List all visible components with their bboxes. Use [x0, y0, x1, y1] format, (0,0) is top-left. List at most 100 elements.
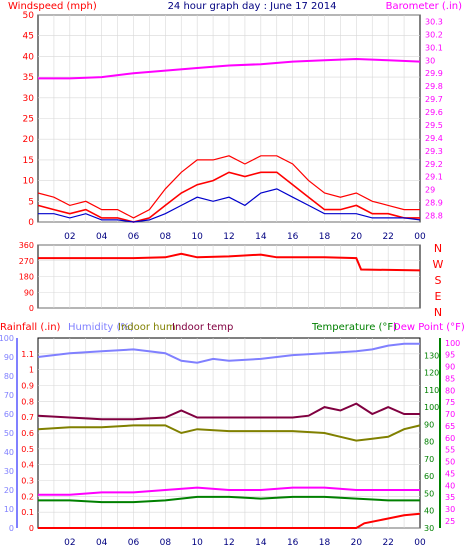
temperature-tick-label: 80	[424, 438, 434, 447]
dewpoint-tick-label: 30	[445, 505, 455, 514]
x-tick-label: 12	[223, 538, 234, 548]
x-tick-label: 04	[96, 538, 108, 548]
temperature-line	[38, 495, 420, 504]
windspeed-tick-label: 40	[23, 52, 35, 62]
temperature-tick-label: 40	[424, 507, 434, 516]
rainfall-tick-label: 0.9	[21, 382, 34, 391]
rainfall-tick-label: 0.4	[21, 461, 34, 470]
barometer-tick-label: 30.1	[425, 43, 443, 52]
rainfall-tick-label: 0.8	[21, 397, 34, 406]
legend-label: Indoor hum	[118, 322, 176, 333]
compass-label: S	[435, 274, 442, 287]
humidity-line	[37, 342, 420, 364]
temperature-tick-label: 130	[424, 351, 439, 360]
legend-label: Indoor temp	[172, 322, 233, 333]
dewpoint-tick-label: 75	[445, 398, 455, 407]
dewpoint-tick-label: 100	[445, 339, 460, 348]
temperature-tick-label: 50	[424, 489, 434, 498]
wind-baro-panel: 0 5 10 15 20 25 30 35 40 45 50 28.8 28.9 29 29.1 29.2 29…	[8, 1, 462, 242]
x-tick-label: 00	[414, 538, 426, 548]
humidity-tick-label: 30	[4, 467, 14, 476]
direction-tick-label: 180	[19, 273, 34, 282]
windspeed-tick-label: 25	[23, 115, 34, 125]
x-tick-label: 16	[287, 232, 299, 242]
barometer-tick-label: 30.3	[425, 17, 443, 26]
humidity-tick-label: 70	[4, 391, 14, 400]
direction-tick-label: 360	[19, 241, 34, 250]
barometer-axis-label: Barometer (.in)	[386, 1, 462, 12]
x-tick-label: 10	[191, 232, 203, 242]
dewpoint-tick-label: 90	[445, 363, 455, 372]
legend-label: Dew Point (°F)	[393, 322, 465, 333]
x-tick-label: 04	[96, 232, 108, 242]
direction-tick-label: 90	[24, 288, 34, 297]
rainfall-tick-label: 1.1	[21, 350, 34, 359]
temperature-tick-label: 120	[424, 369, 439, 378]
barometer-tick-label: 30	[425, 56, 435, 65]
windspeed-axis-label: Windspeed (mph)	[8, 1, 97, 12]
barometer-tick-label: 29.7	[425, 95, 443, 104]
indoor-hum-line	[37, 424, 421, 442]
barometer-tick-label: 28.9	[425, 199, 443, 208]
x-tick-label: 22	[382, 538, 393, 548]
dewpoint-tick-label: 60	[445, 434, 455, 443]
dewpoint-tick-label: 45	[445, 469, 455, 478]
compass-label: N	[434, 306, 442, 319]
rainfall-tick-label: 0.6	[21, 429, 34, 438]
dewpoint-tick-label: 25	[445, 517, 455, 526]
barometer-tick-label: 29.1	[425, 173, 443, 182]
temp-humidity-panel: 0 0.1 0.2 0.3 0.4 0.5 0.6 0.7 0.8 0.9 1 1.1 0 10 20 30 4…	[0, 322, 465, 548]
x-tick-label: 22	[382, 232, 393, 242]
rainfall-tick-label: 1	[29, 366, 34, 375]
temperature-tick-label: 100	[424, 403, 439, 412]
x-tick-label: 16	[287, 538, 299, 548]
humidity-tick-label: 40	[4, 448, 14, 457]
barometer-tick-label: 29.3	[425, 147, 443, 156]
direction-tick-label: 0	[29, 304, 34, 313]
dewpoint-tick-label: 50	[445, 458, 455, 467]
rainfall-tick-label: 0.5	[21, 445, 34, 454]
dewpoint-tick-label: 70	[445, 410, 455, 419]
humidity-tick-label: 20	[4, 486, 14, 495]
temperature-tick-label: 60	[424, 472, 434, 481]
x-tick-label: 08	[160, 232, 172, 242]
x-tick-label: 10	[191, 538, 203, 548]
rainfall-tick-label: 0.1	[21, 508, 34, 517]
indoor-temp-line	[37, 402, 420, 421]
windspeed-tick-label: 0	[28, 218, 34, 228]
x-tick-label: 14	[255, 232, 267, 242]
windspeed-tick-label: 30	[23, 94, 35, 104]
windspeed-tick-label: 45	[23, 32, 34, 42]
dewpoint-tick-label: 95	[445, 351, 455, 360]
windspeed-tick-label: 20	[23, 135, 35, 145]
chart-title: 24 hour graph day : June 17 2014	[168, 1, 337, 12]
x-tick-label: 18	[319, 538, 331, 548]
barometer-tick-label: 29.6	[425, 108, 443, 117]
barometer-tick-label: 30.2	[425, 30, 443, 39]
barometer-tick-label: 29.4	[425, 134, 443, 143]
x-tick-label: 06	[128, 538, 140, 548]
barometer-tick-label: 29.8	[425, 82, 443, 91]
humidity-tick-label: 0	[9, 524, 14, 533]
windspeed-tick-label: 50	[23, 11, 35, 21]
dewpoint-tick-label: 40	[445, 481, 455, 490]
barometer-tick-label: 29.9	[425, 69, 443, 78]
legend-label: Rainfall (.in)	[0, 322, 61, 333]
dewpoint-tick-label: 80	[445, 386, 455, 395]
barometer-tick-label: 29.5	[425, 121, 443, 130]
rainfall-tick-label: 0.2	[21, 492, 34, 501]
temperature-tick-label: 90	[424, 420, 434, 429]
x-tick-label: 00	[414, 232, 426, 242]
direction-tick-label: 270	[19, 257, 34, 266]
dewpoint-tick-label: 55	[445, 446, 455, 455]
legend-label: Temperature (°F)	[311, 322, 397, 333]
x-tick-label: 18	[319, 232, 331, 242]
humidity-tick-label: 100	[0, 334, 14, 343]
humidity-tick-label: 90	[4, 353, 14, 362]
barometer-line	[38, 57, 421, 80]
windspeed-tick-label: 5	[28, 197, 34, 207]
windspeed-tick-label: 15	[23, 156, 34, 166]
